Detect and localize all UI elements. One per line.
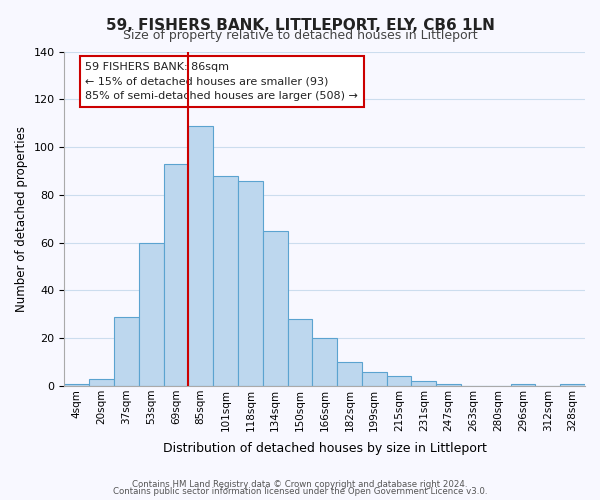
Text: 59 FISHERS BANK: 86sqm
← 15% of detached houses are smaller (93)
85% of semi-det: 59 FISHERS BANK: 86sqm ← 15% of detached…: [85, 62, 358, 101]
Y-axis label: Number of detached properties: Number of detached properties: [15, 126, 28, 312]
Bar: [139, 242, 164, 386]
Bar: [114, 316, 139, 386]
Bar: [337, 362, 362, 386]
Text: Size of property relative to detached houses in Littleport: Size of property relative to detached ho…: [122, 29, 478, 42]
Text: Contains HM Land Registry data © Crown copyright and database right 2024.: Contains HM Land Registry data © Crown c…: [132, 480, 468, 489]
Bar: [560, 384, 585, 386]
Bar: [263, 230, 287, 386]
Bar: [362, 372, 386, 386]
Bar: [238, 180, 263, 386]
Bar: [386, 376, 412, 386]
Bar: [511, 384, 535, 386]
Bar: [188, 126, 213, 386]
Bar: [213, 176, 238, 386]
Text: Contains public sector information licensed under the Open Government Licence v3: Contains public sector information licen…: [113, 487, 487, 496]
Bar: [287, 319, 313, 386]
Bar: [313, 338, 337, 386]
Bar: [89, 379, 114, 386]
Bar: [436, 384, 461, 386]
X-axis label: Distribution of detached houses by size in Littleport: Distribution of detached houses by size …: [163, 442, 487, 455]
Bar: [412, 381, 436, 386]
Bar: [64, 384, 89, 386]
Text: 59, FISHERS BANK, LITTLEPORT, ELY, CB6 1LN: 59, FISHERS BANK, LITTLEPORT, ELY, CB6 1…: [106, 18, 494, 32]
Bar: [164, 164, 188, 386]
